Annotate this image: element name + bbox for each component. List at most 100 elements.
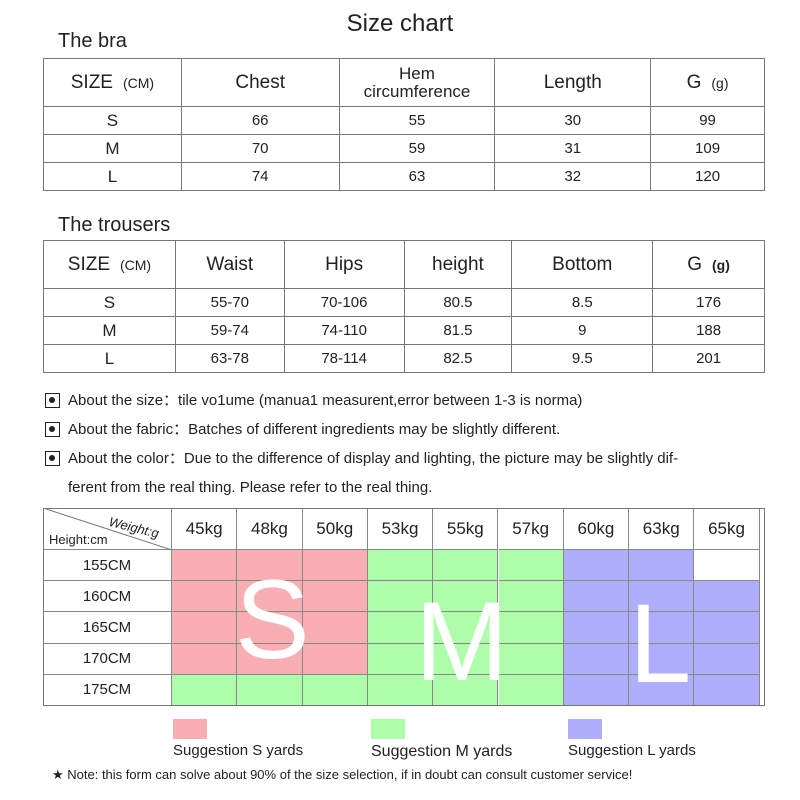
table-cell: 30 <box>494 106 652 135</box>
table-cell: 176 <box>652 288 765 317</box>
chest-header: Chest <box>180 58 340 107</box>
grid-cell <box>694 550 760 582</box>
table-cell: 81.5 <box>403 316 513 345</box>
grid-cell <box>172 550 238 582</box>
weight-header: G (g) <box>652 240 765 289</box>
grid-cell <box>563 581 630 613</box>
table-cell: 59-74 <box>174 316 285 345</box>
table-cell: 80.5 <box>403 288 513 317</box>
grid-cell <box>367 612 434 644</box>
table-cell: 99 <box>650 106 765 135</box>
grid-cell <box>367 581 434 613</box>
size-header: SIZE (CM) <box>43 58 182 107</box>
height-axis-label: Height:cm <box>49 532 108 547</box>
grid-cell <box>433 643 499 675</box>
grid-cell <box>237 612 303 644</box>
weight-header-cell: 60kg <box>563 508 630 550</box>
table-cell: 9.5 <box>511 344 654 373</box>
note-text: About the size：tile vo1ume (manua1 measu… <box>68 392 583 409</box>
size-cell: M <box>43 316 176 345</box>
weight-header-cell: 53kg <box>367 508 434 550</box>
bottom-header: Bottom <box>511 240 654 289</box>
diagonal-line <box>43 508 172 550</box>
grid-cell <box>172 643 238 675</box>
table-row: M 59-74 74-110 81.5 9 188 <box>43 316 765 345</box>
grid-cell <box>498 643 564 675</box>
grid-cell <box>237 674 303 706</box>
size-cell: S <box>43 288 176 317</box>
grid-cell <box>694 612 760 644</box>
grid-cell <box>694 674 760 706</box>
table-cell: 70-106 <box>283 288 405 317</box>
grid-cell <box>302 581 368 613</box>
grid-cell <box>172 674 238 706</box>
grid-cell <box>172 612 238 644</box>
grid-cell <box>694 643 760 675</box>
hips-header: Hips <box>283 240 405 289</box>
table-header-row: SIZE (CM) Chest Hem circumference Length G… <box>43 58 765 107</box>
grid-cell <box>433 550 499 582</box>
table-cell: 59 <box>338 134 496 163</box>
height-row-label: 170CM <box>43 643 172 675</box>
grid-cell <box>433 581 499 613</box>
grid-cell <box>302 674 368 706</box>
table-cell: 201 <box>652 344 765 373</box>
bra-section-label: The bra <box>58 30 127 52</box>
table-row: M 70 59 31 109 <box>43 134 765 163</box>
grid-cell <box>367 674 434 706</box>
grid-cell <box>433 612 499 644</box>
grid-cell <box>563 643 630 675</box>
grid-cell <box>629 674 695 706</box>
weight-header-cell: 57kg <box>498 508 564 550</box>
legend-swatch <box>568 719 602 739</box>
table-cell: 8.5 <box>511 288 654 317</box>
note-size: About the size：tile vo1ume (manua1 measu… <box>45 386 765 415</box>
grid-cell <box>237 581 303 613</box>
grid-cell <box>433 674 499 706</box>
weight-header-cell: 55kg <box>433 508 499 550</box>
note-color: About the color：Due to the difference of… <box>45 444 765 473</box>
weight-header-cell: 63kg <box>629 508 695 550</box>
page-title: Size chart <box>346 10 454 37</box>
height-row-label: 175CM <box>43 674 172 706</box>
size-cell: L <box>43 344 176 373</box>
size-cell: M <box>43 134 182 163</box>
grid-cell <box>237 550 303 582</box>
size-recommendation-grid: Weight:g Height:cm 45kg 48kg 50kg 53kg 55kg 5… <box>43 508 765 706</box>
grid-cell <box>237 643 303 675</box>
legend-label: Suggestion M yards <box>371 743 513 760</box>
weight-header: G (g) <box>650 58 765 107</box>
table-cell: 188 <box>652 316 765 345</box>
notes-section: About the size：tile vo1ume (manua1 measu… <box>45 386 765 502</box>
table-cell: 78-114 <box>283 344 405 373</box>
grid-cell <box>563 674 630 706</box>
grid-cell <box>302 550 368 582</box>
grid-cell <box>629 550 695 582</box>
table-cell: 55-70 <box>174 288 285 317</box>
table-cell: 66 <box>180 106 340 135</box>
weight-header-cell: 65kg <box>694 508 760 550</box>
legend-label: Suggestion L yards <box>568 742 696 759</box>
length-header: Length <box>494 58 652 107</box>
grid-cell <box>172 581 238 613</box>
trousers-section-label: The trousers <box>58 214 171 236</box>
height-row-label: 155CM <box>43 550 172 582</box>
size-cell: S <box>43 106 182 135</box>
table-cell: 32 <box>494 162 652 191</box>
legend-swatch <box>371 719 405 739</box>
table-cell: 63-78 <box>174 344 285 373</box>
table-cell: 9 <box>511 316 654 345</box>
table-row: S 66 55 30 99 <box>43 106 765 135</box>
grid-cell <box>694 581 760 613</box>
table-cell: 63 <box>338 162 496 191</box>
table-row: L 74 63 32 120 <box>43 162 765 191</box>
waist-header: Waist <box>174 240 285 289</box>
table-cell: 31 <box>494 134 652 163</box>
weight-header-cell: 48kg <box>237 508 303 550</box>
grid-cell <box>498 581 564 613</box>
legend-label: Suggestion S yards <box>173 742 304 759</box>
bra-size-table: SIZE (CM) Chest Hem circumference Length G… <box>43 58 765 191</box>
grid-cell <box>498 612 564 644</box>
table-cell: 74 <box>180 162 340 191</box>
height-row-label: 160CM <box>43 581 172 613</box>
